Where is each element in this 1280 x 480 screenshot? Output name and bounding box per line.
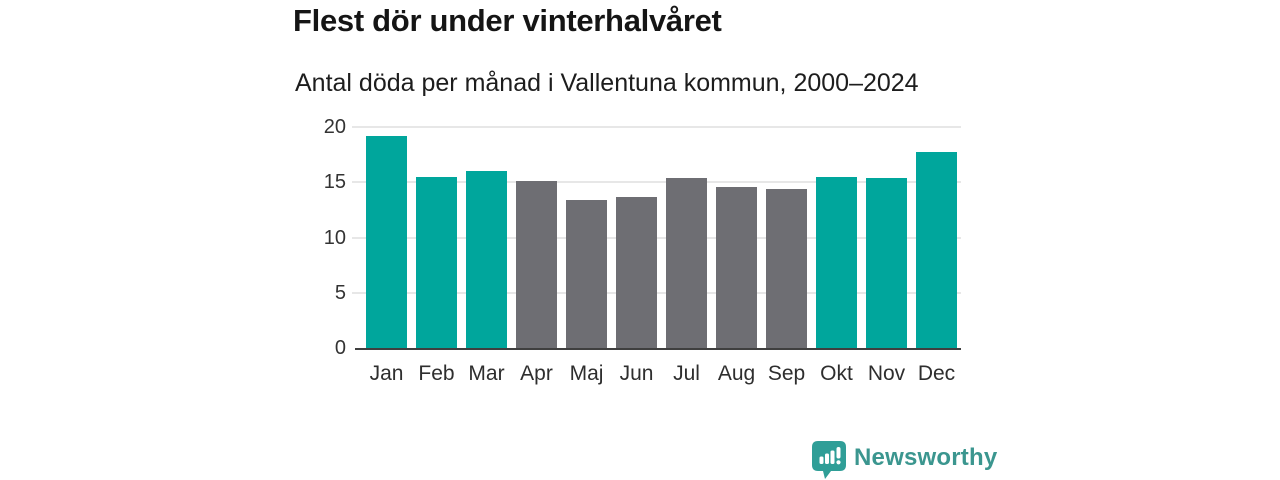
bar-column-nov: Nov bbox=[866, 127, 907, 385]
y-tick-label-15: 15 bbox=[323, 171, 346, 194]
bar-column-jun: Jun bbox=[616, 127, 657, 385]
logo-mini-bar-3 bbox=[830, 450, 835, 464]
bar-column-maj: Maj bbox=[566, 127, 607, 385]
bar-feb bbox=[416, 176, 457, 348]
x-tick-label-apr: Apr bbox=[520, 362, 553, 385]
x-tick-label-aug: Aug bbox=[717, 362, 756, 385]
chart-title: Flest dör under vinterhalvåret bbox=[293, 3, 722, 38]
bar-column-feb: Feb bbox=[416, 127, 457, 385]
newsworthy-logo: Newsworthy bbox=[812, 441, 997, 479]
gridline-y20 bbox=[352, 126, 961, 128]
x-tick-label-jun: Jun bbox=[619, 362, 654, 385]
logo-exclamation-stem bbox=[836, 447, 841, 459]
bar-column-jan: Jan bbox=[366, 127, 407, 385]
x-tick-label-okt: Okt bbox=[820, 362, 853, 385]
bars-group: Jan Feb Mar Apr Maj Jun Jul Aug Sep Okt Nov Dec bbox=[366, 127, 957, 385]
x-tick-label-feb: Feb bbox=[418, 362, 455, 385]
bar-mar bbox=[466, 171, 507, 348]
bar-maj bbox=[566, 199, 607, 348]
x-tick-label-nov: Nov bbox=[867, 362, 906, 385]
logo-exclamation-dot bbox=[836, 460, 841, 465]
bar-jan bbox=[366, 135, 407, 348]
newsworthy-logo-icon bbox=[812, 441, 846, 479]
bar-aug bbox=[716, 186, 757, 348]
bar-dec bbox=[916, 152, 957, 348]
bar-column-sep: Sep bbox=[766, 127, 807, 385]
chart-subtitle: Antal döda per månad i Vallentuna kommun… bbox=[295, 69, 919, 97]
logo-mini-bar-2 bbox=[825, 453, 829, 464]
bar-column-okt: Okt bbox=[816, 127, 857, 385]
bar-column-jul: Jul bbox=[666, 127, 707, 385]
bar-column-dec: Dec bbox=[916, 127, 957, 385]
brand-name: Newsworthy bbox=[854, 443, 998, 471]
y-tick-label-10: 10 bbox=[323, 226, 346, 249]
x-tick-label-maj: Maj bbox=[569, 362, 604, 385]
bar-column-aug: Aug bbox=[716, 127, 757, 385]
x-tick-label-mar: Mar bbox=[468, 362, 505, 385]
bar-column-apr: Apr bbox=[516, 127, 557, 385]
bar-nov bbox=[866, 177, 907, 348]
y-tick-label-20: 20 bbox=[323, 116, 346, 138]
y-tick-label-5: 5 bbox=[334, 281, 346, 304]
x-tick-label-jan: Jan bbox=[369, 362, 404, 385]
bar-sep bbox=[766, 188, 807, 348]
y-tick-label-0: 0 bbox=[334, 337, 346, 359]
logo-mini-bar-1 bbox=[819, 456, 824, 464]
x-tick-label-dec: Dec bbox=[917, 362, 956, 385]
gridline-y15 bbox=[352, 181, 961, 184]
bar-okt bbox=[816, 176, 857, 348]
x-tick-label-jul: Jul bbox=[673, 362, 700, 385]
bar-apr bbox=[516, 181, 557, 348]
x-tick-label-sep: Sep bbox=[767, 362, 806, 385]
bar-jul bbox=[666, 177, 707, 348]
plot-area: 0 5 10 15 20 Jan Feb Mar Apr Maj Jun Jul Aug Sep Okt No… bbox=[324, 116, 961, 385]
bar-column-mar: Mar bbox=[466, 127, 507, 385]
bar-jun bbox=[616, 196, 657, 348]
